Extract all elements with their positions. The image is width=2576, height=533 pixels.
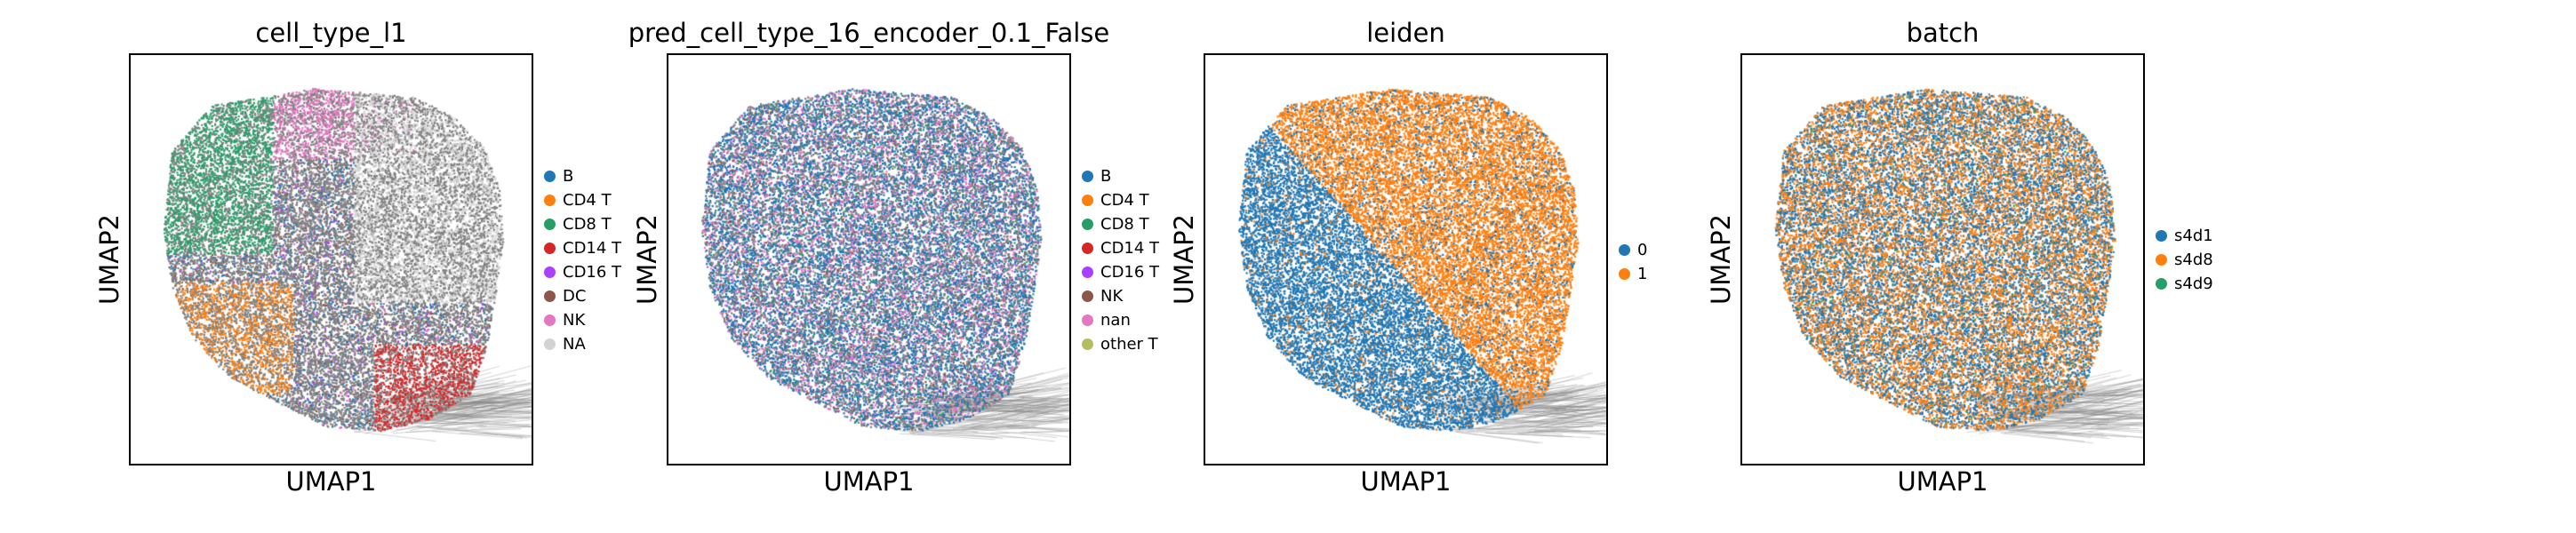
legend-marker (544, 243, 556, 254)
x-axis-label: UMAP1 (1360, 466, 1452, 497)
legend-label: CD8 T (1100, 215, 1149, 234)
legend-item: 1 (1619, 262, 1647, 286)
umap-panel-3: batch UMAP1 UMAP2 s4d1 s4d8 s4d9 (0, 0, 2213, 533)
scatter-points (131, 55, 532, 464)
legend-label: CD8 T (563, 215, 612, 234)
panel-title: batch (1906, 18, 1980, 48)
x-axis-label: UMAP1 (1897, 466, 1988, 497)
panel-title: cell_type_l1 (255, 18, 407, 48)
panel-title: pred_cell_type_16_encoder_0.1_False (628, 18, 1110, 48)
legend-label: other T (1100, 335, 1158, 354)
legend-item: s4d1 (2156, 224, 2213, 248)
legend-marker (2156, 254, 2167, 266)
legend-marker (544, 314, 556, 326)
legend-marker (1082, 314, 1093, 326)
legend-label: B (1100, 167, 1112, 186)
y-axis-label: UMAP2 (1169, 213, 1199, 306)
legend-marker (1082, 195, 1093, 206)
legend-label: DC (563, 287, 587, 306)
legend-label: CD16 T (563, 263, 622, 282)
legend-marker (1082, 290, 1093, 302)
legend-item: s4d9 (2156, 272, 2213, 296)
legend-marker (1619, 268, 1630, 280)
legend-marker (1082, 243, 1093, 254)
legend-item: CD8 T (544, 212, 621, 236)
legend-marker (2156, 230, 2167, 242)
legend-label: 1 (1637, 265, 1648, 283)
scatter-points (1742, 55, 2143, 464)
legend-item: CD16 T (544, 260, 621, 284)
legend-item: B (544, 164, 621, 188)
legend-marker (544, 338, 556, 350)
legend-item: DC (544, 284, 621, 308)
plot-area (1740, 53, 2145, 465)
scatter-points (668, 55, 1069, 464)
legend-item: nan (1082, 308, 1159, 332)
legend-label: CD14 T (563, 239, 622, 258)
legend-label: CD14 T (1100, 239, 1160, 258)
umap-panel-2: leiden UMAP1 UMAP2 0 1 (0, 0, 1647, 533)
legend: B CD4 T CD8 T CD14 T CD16 T NK nan other T (1082, 164, 1159, 356)
legend-item: CD16 T (1082, 260, 1159, 284)
plot-area (667, 53, 1071, 465)
legend-label: CD4 T (563, 191, 612, 210)
legend-label: s4d8 (2174, 251, 2213, 269)
plot-area (1204, 53, 1608, 465)
legend-marker (544, 266, 556, 278)
y-axis-label: UMAP2 (1706, 213, 1736, 306)
x-axis-label: UMAP1 (823, 466, 915, 497)
legend: s4d1 s4d8 s4d9 (2156, 224, 2213, 296)
legend-marker (1082, 338, 1093, 350)
legend-marker (1082, 219, 1093, 230)
legend-label: CD4 T (1100, 191, 1149, 210)
legend-item: NK (544, 308, 621, 332)
legend-item: 0 (1619, 238, 1647, 262)
legend-item: NK (1082, 284, 1159, 308)
legend-label: B (563, 167, 574, 186)
legend: B CD4 T CD8 T CD14 T CD16 T DC NK NA (544, 164, 621, 356)
legend-item: B (1082, 164, 1159, 188)
legend-item: other T (1082, 332, 1159, 356)
legend-label: NA (563, 335, 586, 354)
legend-item: CD14 T (1082, 236, 1159, 260)
legend-marker (2156, 278, 2167, 290)
legend-item: CD14 T (544, 236, 621, 260)
legend-item: CD8 T (1082, 212, 1159, 236)
legend-item: CD4 T (1082, 188, 1159, 212)
y-axis-label: UMAP2 (632, 213, 662, 306)
panel-title: leiden (1366, 18, 1445, 48)
legend-label: 0 (1637, 241, 1648, 259)
plot-area (129, 53, 533, 465)
legend-marker (544, 171, 556, 182)
legend-label: CD16 T (1100, 263, 1160, 282)
legend-label: s4d9 (2174, 274, 2213, 293)
legend-label: NK (563, 311, 586, 330)
legend-label: s4d1 (2174, 227, 2213, 245)
legend-label: NK (1100, 287, 1124, 306)
legend-marker (544, 195, 556, 206)
x-axis-label: UMAP1 (285, 466, 377, 497)
legend-marker (1619, 244, 1630, 256)
legend-marker (544, 290, 556, 302)
umap-panel-1: pred_cell_type_16_encoder_0.1_False UMAP1… (0, 0, 1159, 533)
legend-item: NA (544, 332, 621, 356)
legend-marker (1082, 171, 1093, 182)
legend-label: nan (1100, 311, 1131, 330)
legend-item: s4d8 (2156, 248, 2213, 272)
legend-item: CD4 T (544, 188, 621, 212)
legend-marker (1082, 266, 1093, 278)
scatter-points (1205, 55, 1606, 464)
legend-marker (544, 219, 556, 230)
